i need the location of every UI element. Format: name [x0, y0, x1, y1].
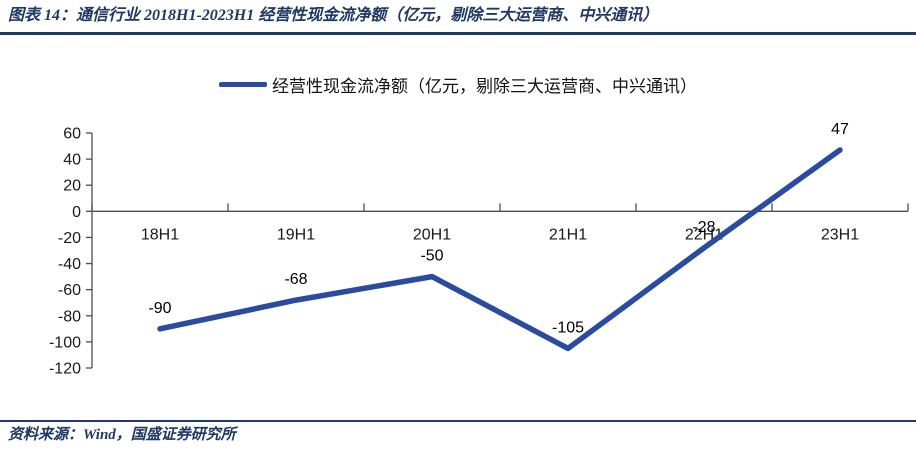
chart-legend: 经营性现金流净额（亿元，剔除三大运营商、中兴通讯）: [0, 73, 916, 96]
data-point-label: -68: [284, 271, 307, 288]
x-axis-category-label: 20H1: [413, 226, 451, 243]
y-axis-tick-label: -120: [49, 361, 81, 378]
y-axis-tick-label: -40: [58, 256, 81, 273]
figure-title: 图表 14：通信行业 2018H1-2023H1 经营性现金流净额（亿元，剔除三…: [8, 7, 659, 24]
y-axis-tick-label: 40: [63, 152, 81, 169]
y-axis-tick-label: -20: [58, 230, 81, 247]
x-axis-category-label: 23H1: [821, 226, 859, 243]
bottom-divider: [0, 420, 916, 422]
y-axis-tick-label: -80: [58, 308, 81, 325]
data-point-label: -28: [692, 219, 715, 236]
y-axis-tick-label: 60: [63, 126, 81, 143]
y-axis-tick-label: -60: [58, 282, 81, 299]
y-axis-tick-label: -100: [49, 334, 81, 351]
data-point-label: -105: [552, 319, 584, 336]
legend-label: 经营性现金流净额（亿元，剔除三大运营商、中兴通讯）: [272, 76, 697, 96]
x-axis-category-label: 18H1: [141, 226, 179, 243]
top-divider: [0, 32, 916, 35]
series-line: [157, 147, 843, 352]
data-point-label: -90: [148, 300, 171, 317]
source-note: 资料来源：Wind，国盛证券研究所: [8, 427, 236, 443]
legend-line-marker: [219, 81, 267, 87]
x-axis-category-label: 21H1: [549, 226, 587, 243]
y-axis-tick-label: 20: [63, 178, 81, 195]
y-axis-tick-label: 0: [72, 204, 81, 221]
x-axis-category-label: 19H1: [277, 226, 315, 243]
data-point-label: 47: [831, 121, 849, 138]
data-point-label: -50: [420, 248, 443, 265]
